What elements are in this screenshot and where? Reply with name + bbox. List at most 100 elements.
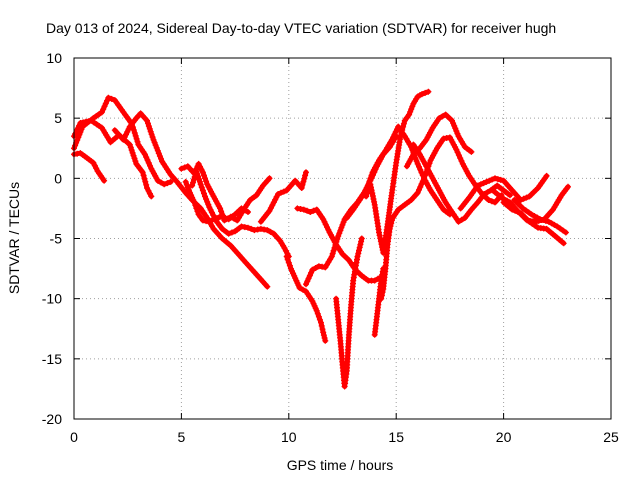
data-point-marker [320,216,327,223]
data-point-marker [509,206,516,213]
data-point-marker [98,109,105,116]
data-point-marker [560,240,567,247]
data-point-marker [76,131,83,138]
data-point-marker [150,136,157,143]
data-point-marker [205,201,212,208]
data-point-marker [245,224,251,231]
series-track-19 [410,141,513,225]
data-point-marker [307,209,314,215]
data-point-marker [384,230,391,236]
data-point-marker [129,149,136,156]
data-point-marker [126,141,133,148]
data-point-marker [454,149,461,156]
data-point-marker [335,233,342,240]
data-point-marker [283,253,290,260]
data-point-marker [158,155,164,162]
data-point-marker [74,137,81,144]
data-point-marker [313,307,320,314]
data-point-marker [418,181,425,188]
data-point-marker [127,144,134,151]
data-point-marker [190,176,197,183]
data-point-marker [131,130,138,136]
data-point-marker [285,259,292,266]
series-track-20 [457,172,550,212]
x-tick-label: 5 [178,429,186,445]
data-point-marker [425,88,432,95]
data-point-marker [413,158,420,165]
data-point-marker [194,208,201,215]
data-point-marker [167,178,174,185]
data-point-marker [145,159,152,166]
data-point-marker [203,178,210,185]
series-track-5 [178,160,273,224]
data-point-marker [158,179,164,186]
data-point-marker [202,175,208,182]
data-point-marker [523,194,530,201]
data-point-marker [181,164,188,171]
data-point-marker [195,173,202,180]
x-axis-label: GPS time / hours [287,457,394,473]
data-point-marker [267,228,274,235]
data-point-marker [392,128,399,135]
data-point-marker [368,172,375,179]
data-point-marker [322,221,329,228]
series-track-8 [257,169,309,225]
data-point-marker [537,216,544,223]
data-point-marker [305,275,312,282]
data-point-marker [77,129,84,135]
data-point-marker [155,150,162,157]
data-point-marker [364,190,371,197]
data-point-marker [331,244,338,251]
data-point-marker [458,158,465,164]
data-point-marker [489,176,496,183]
data-point-marker [164,180,171,187]
series-line [383,134,504,241]
data-point-marker [414,189,421,196]
data-point-marker [238,205,245,212]
data-point-marker [458,216,465,223]
data-point-marker [339,221,346,228]
data-point-marker [203,196,210,203]
data-point-marker [264,283,271,290]
data-point-marker [197,181,204,188]
data-point-marker [407,108,414,115]
data-point-marker [377,235,384,242]
data-point-marker [193,205,200,212]
data-point-marker [130,152,137,159]
data-point-marker [241,207,248,214]
data-point-marker [140,172,147,179]
data-point-marker [303,169,309,176]
data-point-marker [145,123,152,130]
data-point-marker [151,139,158,146]
data-point-marker [422,89,429,96]
data-point-marker [356,244,363,251]
data-point-marker [143,181,150,188]
data-point-marker [198,184,205,191]
data-point-marker [199,169,206,176]
data-point-marker [124,128,131,135]
data-point-marker [156,153,163,160]
data-point-marker [228,229,235,236]
data-point-marker [72,142,79,149]
data-point-marker [450,120,457,127]
data-point-marker [304,278,311,285]
data-point-marker [320,332,327,339]
data-point-marker [562,229,569,236]
data-point-marker [398,130,405,137]
data-point-marker [468,148,475,155]
data-point-marker [494,176,501,183]
x-tick-label: 15 [388,429,404,445]
data-point-marker [483,178,490,185]
data-point-marker [520,195,527,202]
data-point-marker [134,138,141,145]
data-point-marker [514,209,521,215]
data-point-marker [306,272,313,279]
data-point-marker [382,235,389,242]
data-point-marker [248,225,255,232]
x-tick-label: 10 [281,429,297,445]
data-point-marker [245,209,251,215]
data-point-marker [208,209,215,216]
data-point-marker [378,292,385,299]
data-point-marker [132,158,139,165]
